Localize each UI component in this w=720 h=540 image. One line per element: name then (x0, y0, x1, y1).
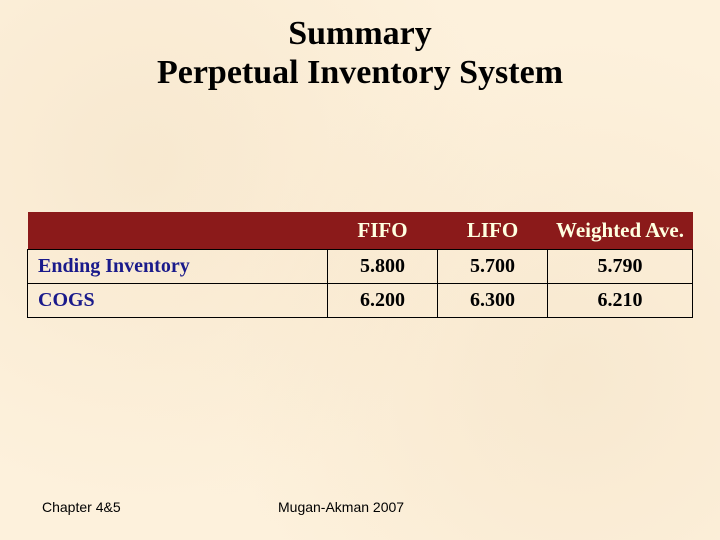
footer-attribution: Mugan-Akman 2007 (278, 499, 404, 515)
cell-ei-wavg: 5.790 (548, 250, 693, 284)
summary-table-wrapper: FIFO LIFO Weighted Ave. Ending Inventory… (27, 212, 693, 318)
cell-cogs-lifo: 6.300 (438, 284, 548, 318)
cell-ei-lifo: 5.700 (438, 250, 548, 284)
row-label-cogs: COGS (28, 284, 328, 318)
title-line-2: Perpetual Inventory System (0, 53, 720, 92)
header-lifo: LIFO (438, 212, 548, 250)
cell-ei-fifo: 5.800 (328, 250, 438, 284)
cell-cogs-wavg: 6.210 (548, 284, 693, 318)
header-wavg: Weighted Ave. (548, 212, 693, 250)
table-row: COGS 6.200 6.300 6.210 (28, 284, 693, 318)
table-header-row: FIFO LIFO Weighted Ave. (28, 212, 693, 250)
summary-table: FIFO LIFO Weighted Ave. Ending Inventory… (27, 212, 693, 318)
row-label-ending-inventory: Ending Inventory (28, 250, 328, 284)
cell-cogs-fifo: 6.200 (328, 284, 438, 318)
header-blank (28, 212, 328, 250)
slide-title: Summary Perpetual Inventory System (0, 0, 720, 92)
title-line-1: Summary (0, 14, 720, 53)
header-fifo: FIFO (328, 212, 438, 250)
table-row: Ending Inventory 5.800 5.700 5.790 (28, 250, 693, 284)
footer-chapter: Chapter 4&5 (42, 499, 121, 515)
